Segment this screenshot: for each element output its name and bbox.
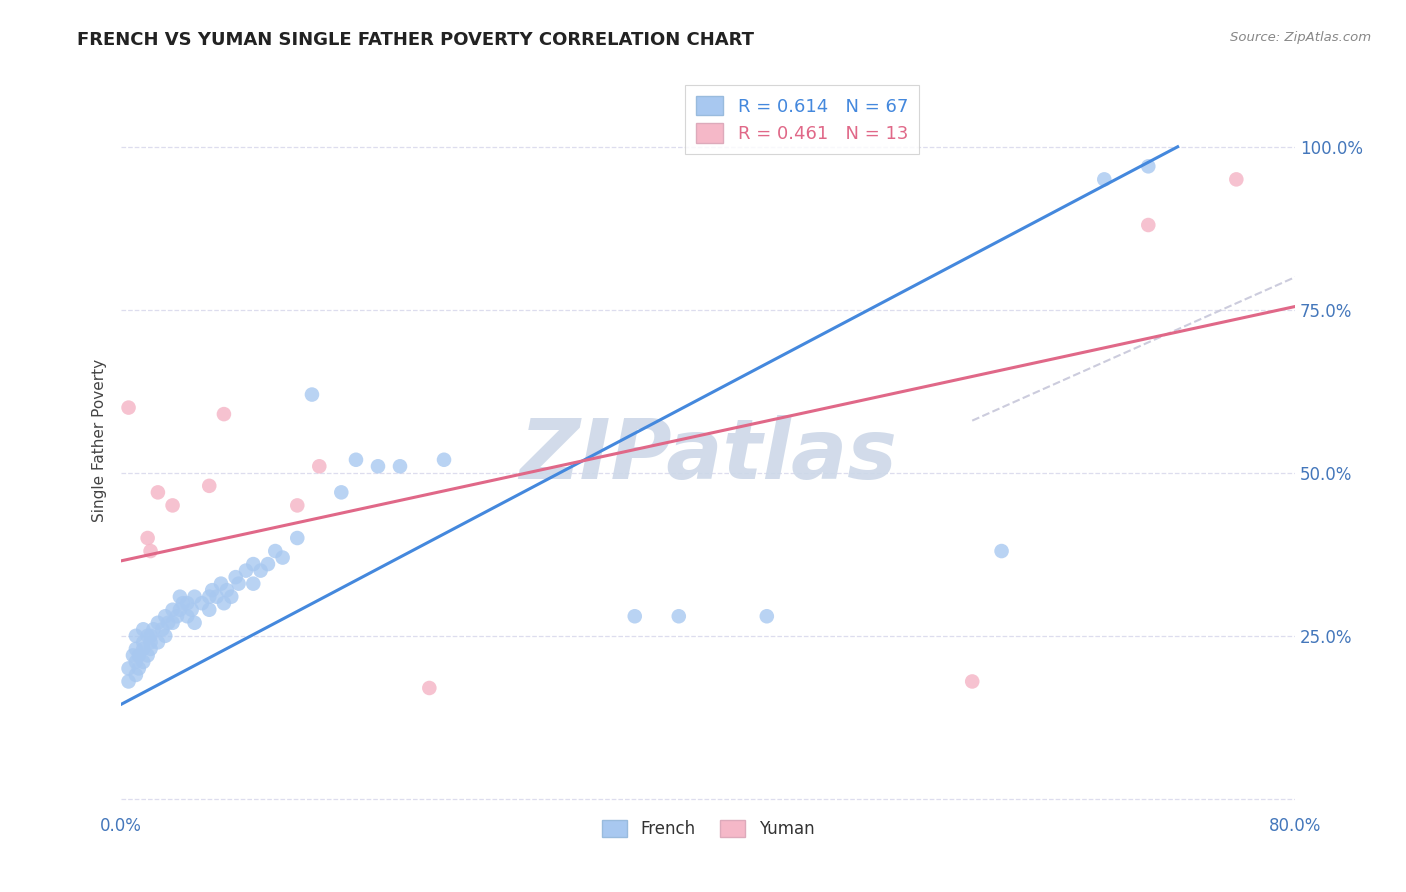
Point	[142, 622, 165, 636]
Point	[257, 557, 280, 571]
Point	[264, 544, 287, 558]
Point	[418, 681, 440, 695]
Point	[132, 622, 155, 636]
Point	[219, 590, 242, 604]
Point	[755, 609, 778, 624]
Point	[215, 583, 238, 598]
Point	[169, 603, 191, 617]
Point	[139, 641, 162, 656]
Point	[225, 570, 247, 584]
Point	[157, 615, 180, 630]
Point	[125, 668, 148, 682]
Legend: French, Yuman: French, Yuman	[595, 813, 821, 845]
Point	[242, 557, 264, 571]
Point	[117, 661, 139, 675]
Point	[308, 459, 330, 474]
Point	[960, 674, 983, 689]
Point	[150, 622, 173, 636]
Point	[125, 641, 148, 656]
Point	[285, 531, 308, 545]
Point	[128, 661, 150, 675]
Point	[139, 629, 162, 643]
Point	[285, 499, 308, 513]
Point	[330, 485, 353, 500]
Point	[139, 544, 162, 558]
Point	[162, 603, 184, 617]
Point	[990, 544, 1012, 558]
Point	[367, 459, 389, 474]
Point	[136, 629, 159, 643]
Point	[180, 603, 202, 617]
Point	[146, 635, 169, 649]
Point	[191, 596, 214, 610]
Point	[139, 635, 162, 649]
Point	[668, 609, 690, 624]
Point	[146, 615, 169, 630]
Point	[166, 609, 188, 624]
Point	[122, 648, 145, 663]
Point	[623, 609, 645, 624]
Point	[136, 531, 159, 545]
Point	[183, 615, 205, 630]
Y-axis label: Single Father Poverty: Single Father Poverty	[93, 359, 107, 522]
Point	[198, 603, 221, 617]
Point	[301, 387, 323, 401]
Point	[128, 648, 150, 663]
Point	[198, 590, 221, 604]
Point	[125, 655, 148, 669]
Point	[146, 485, 169, 500]
Point	[1225, 172, 1247, 186]
Point	[1137, 218, 1160, 232]
Point	[176, 609, 198, 624]
Point	[172, 596, 194, 610]
Point	[125, 629, 148, 643]
Point	[136, 648, 159, 663]
Point	[242, 576, 264, 591]
Point	[388, 459, 411, 474]
Point	[169, 590, 191, 604]
Point	[201, 583, 224, 598]
Point	[1092, 172, 1115, 186]
Point	[162, 615, 184, 630]
Point	[212, 596, 235, 610]
Text: ZIPatlas: ZIPatlas	[519, 415, 897, 496]
Point	[344, 452, 367, 467]
Point	[433, 452, 456, 467]
Point	[212, 407, 235, 421]
Point	[198, 479, 221, 493]
Text: FRENCH VS YUMAN SINGLE FATHER POVERTY CORRELATION CHART: FRENCH VS YUMAN SINGLE FATHER POVERTY CO…	[77, 31, 755, 49]
Text: Source: ZipAtlas.com: Source: ZipAtlas.com	[1230, 31, 1371, 45]
Point	[205, 590, 228, 604]
Point	[271, 550, 294, 565]
Point	[249, 564, 271, 578]
Point	[155, 609, 177, 624]
Point	[176, 596, 198, 610]
Point	[132, 655, 155, 669]
Point	[1137, 159, 1160, 173]
Point	[209, 576, 232, 591]
Point	[162, 499, 184, 513]
Point	[132, 635, 155, 649]
Point	[235, 564, 257, 578]
Point	[117, 401, 139, 415]
Point	[117, 674, 139, 689]
Point	[183, 590, 205, 604]
Point	[228, 576, 250, 591]
Point	[132, 641, 155, 656]
Point	[155, 629, 177, 643]
